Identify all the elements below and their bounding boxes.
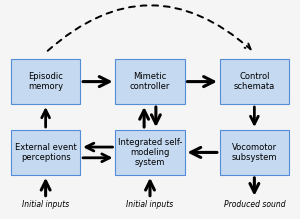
Text: Episodic
memory: Episodic memory — [28, 72, 63, 91]
Text: Vocomotor
subsystem: Vocomotor subsystem — [232, 143, 277, 162]
FancyArrowPatch shape — [48, 5, 251, 51]
Text: Produced sound: Produced sound — [224, 200, 285, 209]
FancyBboxPatch shape — [116, 59, 184, 104]
FancyBboxPatch shape — [11, 59, 80, 104]
Text: Integrated self-
modeling
system: Integrated self- modeling system — [118, 138, 182, 167]
FancyBboxPatch shape — [116, 130, 184, 175]
Text: Initial inputs: Initial inputs — [126, 200, 174, 209]
Text: Mimetic
controller: Mimetic controller — [130, 72, 170, 91]
FancyBboxPatch shape — [220, 59, 289, 104]
FancyBboxPatch shape — [220, 130, 289, 175]
Text: External event
perceptions: External event perceptions — [15, 143, 76, 162]
FancyBboxPatch shape — [11, 130, 80, 175]
Text: Initial inputs: Initial inputs — [22, 200, 69, 209]
Text: Control
schemata: Control schemata — [234, 72, 275, 91]
